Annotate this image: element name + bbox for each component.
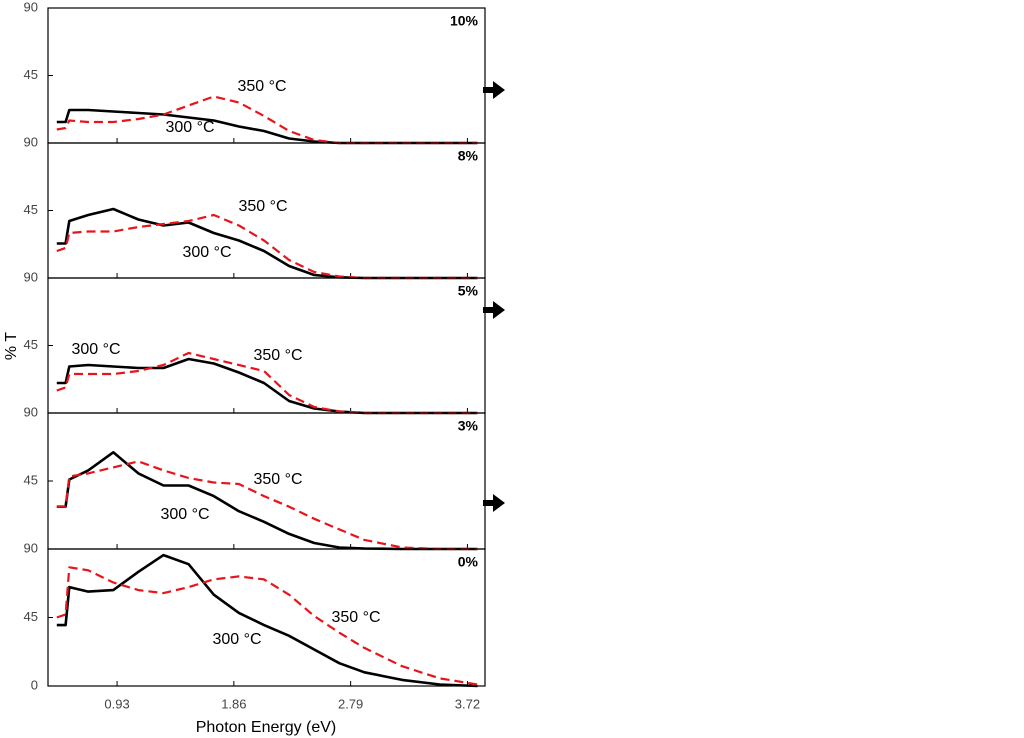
series-label: 300 °C <box>160 506 209 523</box>
series-label: 300 °C <box>182 244 231 261</box>
series-label: 350 °C <box>237 78 286 95</box>
series-label: 300 °C <box>71 341 120 358</box>
y-tick-label: 90 <box>24 269 38 284</box>
series-line <box>56 553 478 688</box>
x-tick-label: 3.72 <box>455 696 480 711</box>
arrow <box>483 81 505 99</box>
y-axis-label: % T <box>3 332 20 360</box>
panel-title: 5% <box>458 283 479 299</box>
y-tick-label: 45 <box>24 67 38 82</box>
y-tick-label: 90 <box>24 540 38 555</box>
series-line <box>56 213 478 280</box>
plot-frame <box>47 548 486 687</box>
arrow <box>483 301 505 319</box>
y-tick-label: 90 <box>24 404 38 419</box>
x-tick-label: 0.93 <box>104 696 129 711</box>
panel-title: 8% <box>458 148 479 164</box>
series-line <box>56 95 478 145</box>
series-line <box>56 108 478 145</box>
series-label: 350 °C <box>331 609 380 626</box>
arrows <box>483 81 505 512</box>
series-line <box>56 566 478 686</box>
y-tick-label: 45 <box>24 337 38 352</box>
y-tick-label: 90 <box>24 134 38 149</box>
x-axis-label: Photon Energy (eV) <box>196 719 337 736</box>
series-label: 350 °C <box>253 471 302 488</box>
y-tick-label: 0 <box>31 677 38 692</box>
series-label: 350 °C <box>238 198 287 215</box>
series-line <box>56 460 478 551</box>
series-label: 350 °C <box>253 347 302 364</box>
x-tick-label: 1.86 <box>221 696 246 711</box>
panel-title: 10% <box>450 13 479 29</box>
charts: 10% 45 90 300 °C 350 °C 8% 45 90 300 °C 350 °C 5% 4… <box>24 0 486 711</box>
series-line <box>56 357 478 415</box>
y-tick-label: 45 <box>24 472 38 487</box>
y-tick-label: 90 <box>24 0 38 14</box>
panel-title: 0% <box>458 554 479 570</box>
series-label: 300 °C <box>212 631 261 648</box>
y-tick-label: 45 <box>24 202 38 217</box>
x-tick-label: 2.79 <box>338 696 363 711</box>
series-label: 300 °C <box>165 119 214 136</box>
panel-title: 3% <box>458 418 479 434</box>
y-tick-label: 45 <box>24 609 38 624</box>
arrow <box>483 494 505 512</box>
